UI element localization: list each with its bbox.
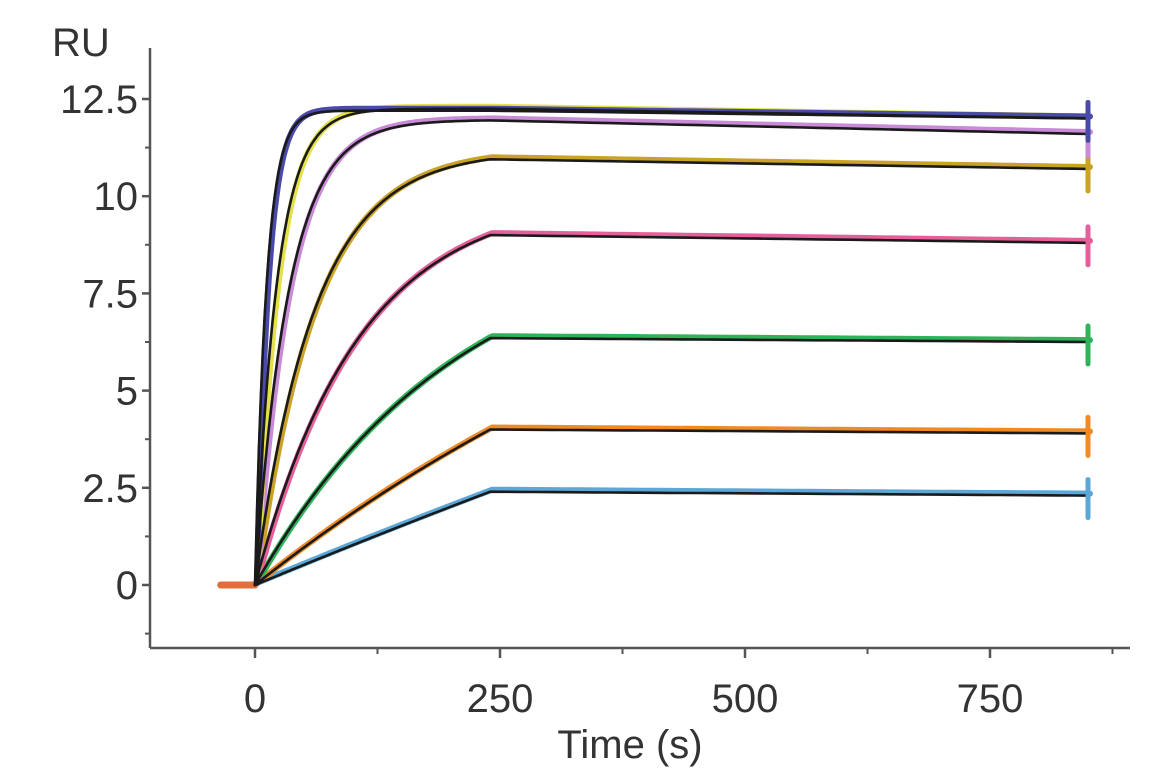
data-trace [254,486,1093,587]
series-layer [217,99,1093,589]
fit-curve [253,428,1090,587]
data-trace [254,424,1093,587]
x-tick-label: 750 [957,677,1024,721]
data-trace [254,115,1093,587]
fit-curve [253,233,1090,587]
x-tick-label: 250 [467,677,534,721]
x-tick-label: 500 [712,677,779,721]
axes [148,48,1130,650]
fit-curve [253,336,1090,587]
fit-curve [253,119,1090,587]
data-trace [254,105,1093,587]
x-axis-title: Time (s) [557,723,702,767]
y-tick-label: 12.5 [60,78,138,122]
y-tick-label: 10 [94,175,139,219]
fit-curve [253,107,1090,587]
data-trace [254,154,1093,587]
y-tick-label: 5 [116,370,138,414]
fit-curve [253,109,1090,587]
y-tick-label: 7.5 [82,272,138,316]
fit-curve [253,158,1090,587]
fit-curve [253,490,1090,587]
data-trace [254,333,1093,587]
data-trace [254,103,1093,587]
ticks: 0 2.5 5 7.5 10 12.5 0 250 500 750 [60,78,1114,721]
x-tick-label: 0 [244,677,266,721]
y-axis-title: RU [52,21,110,65]
y-tick-label: 0 [116,564,138,608]
y-tick-label: 2.5 [82,467,138,511]
